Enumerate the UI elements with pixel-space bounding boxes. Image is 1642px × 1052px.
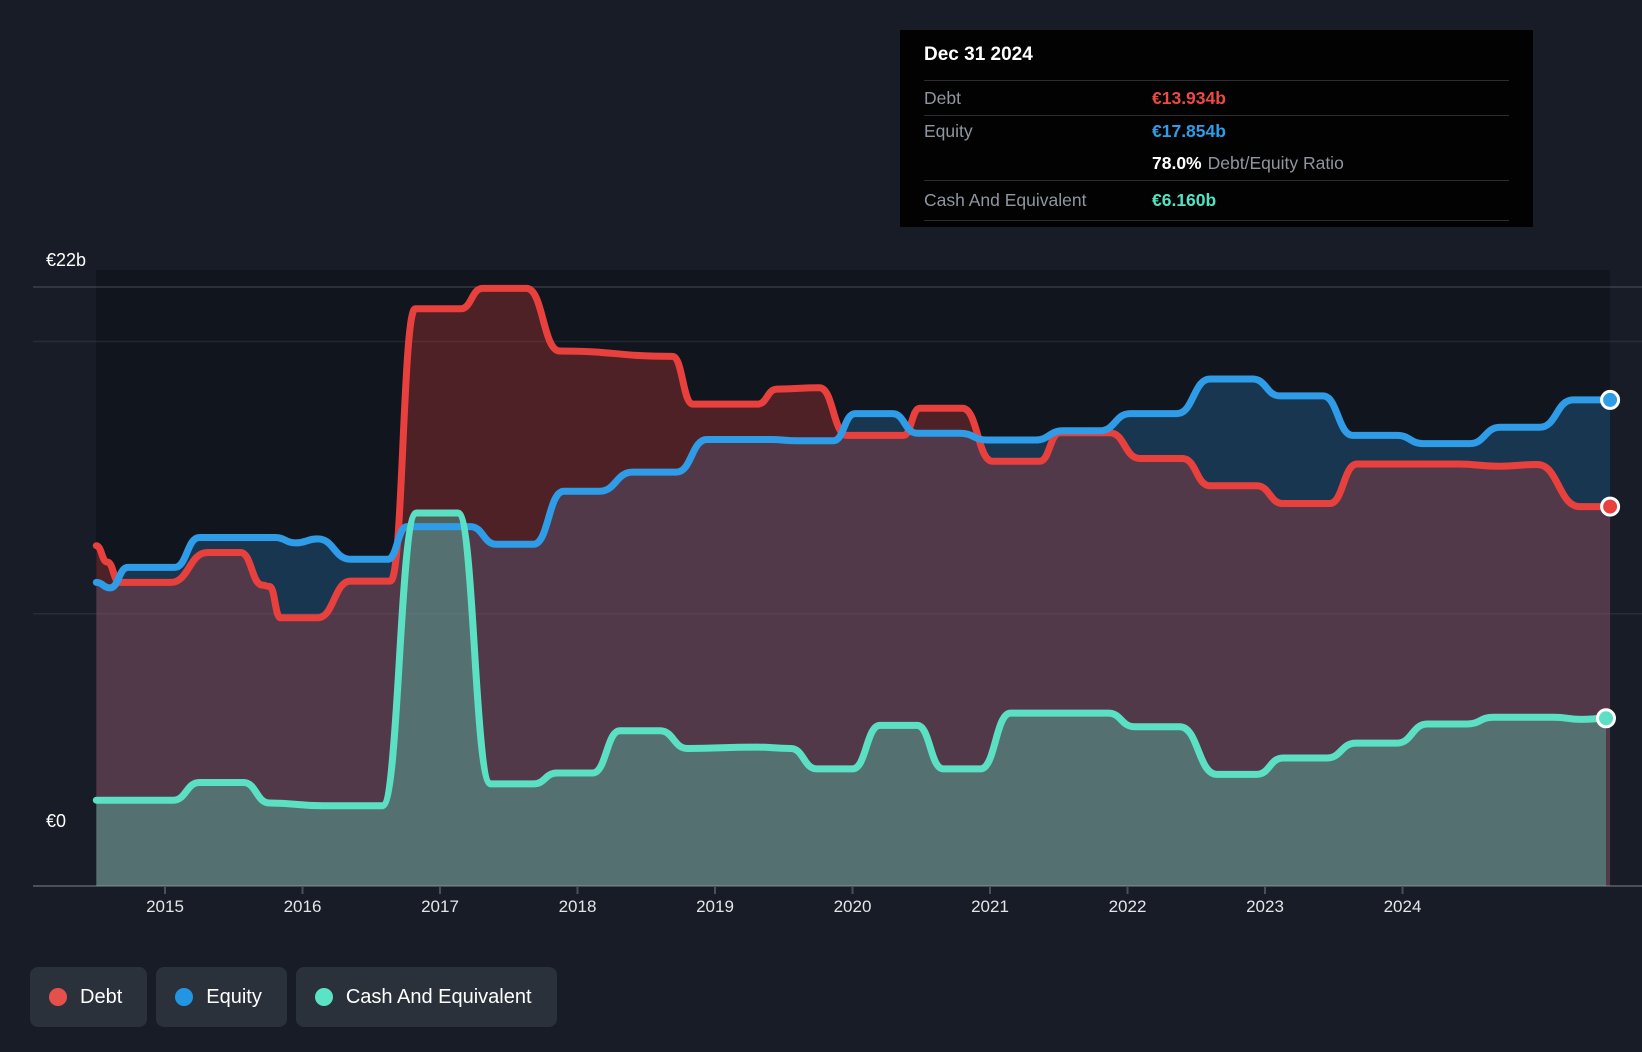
y-axis-max-label: €22b	[46, 250, 87, 270]
tooltip-debt-label: Debt	[924, 87, 961, 108]
tooltip-ratio-value: 78.0%	[1152, 153, 1202, 173]
x-axis-label-2021: 2021	[971, 897, 1009, 916]
x-axis-label-2018: 2018	[558, 897, 597, 916]
legend-dot-icon	[175, 988, 194, 1006]
legend-label: Equity	[206, 985, 262, 1008]
x-axis-label-2016: 2016	[283, 897, 322, 916]
x-axis-label-2020: 2020	[833, 897, 872, 916]
legend-label: Debt	[80, 985, 123, 1008]
x-axis-label-2024: 2024	[1383, 897, 1422, 916]
tooltip-row-cash: Cash And Equivalent €6.160b	[924, 181, 1509, 221]
equity-area	[96, 379, 1611, 886]
legend-item-equity[interactable]: Equity	[156, 967, 287, 1027]
legend-dot-icon	[314, 988, 333, 1006]
debt-line	[92, 284, 1614, 622]
tooltip-ratio-label: Debt/Equity Ratio	[1207, 153, 1344, 173]
tooltip-cash-value: €6.160b	[1152, 190, 1217, 210]
tooltip-date: Dec 31 2024	[924, 30, 1509, 81]
x-axis-label-2019: 2019	[696, 897, 734, 916]
tooltip-equity-label: Equity	[924, 121, 973, 141]
cash-and-equivalent-end-marker	[1596, 708, 1616, 729]
legend-dot-icon	[49, 988, 67, 1006]
tooltip-row-ratio: 78.0% Debt/Equity Ratio	[924, 147, 1509, 181]
x-axis-label-2022: 2022	[1108, 897, 1147, 916]
legend-item-cash-and-equivalent[interactable]: Cash And Equivalent	[295, 967, 557, 1027]
equity-end-marker	[1600, 389, 1621, 410]
legend-item-debt[interactable]: Debt	[30, 967, 148, 1027]
x-axis-label-2015: 2015	[146, 897, 184, 916]
tooltip-debt-value: €13.934b	[1152, 87, 1226, 108]
debt-end-marker	[1600, 496, 1621, 517]
tooltip-row-debt: Debt €13.934b	[924, 81, 1509, 116]
equity-line	[92, 375, 1614, 592]
tooltip-equity-value: €17.854b	[1152, 121, 1226, 141]
y-axis-zero-label: €0	[46, 811, 67, 831]
tooltip-panel: Dec 31 2024 Debt €13.934b Equity €17.854…	[900, 30, 1533, 227]
x-axis-label-2023: 2023	[1246, 897, 1284, 916]
x-axis-label-2017: 2017	[421, 897, 459, 916]
cash-and-equivalent-line	[92, 509, 1610, 810]
chart-legend: Debt Equity Cash And Equivalent	[30, 967, 557, 1027]
tooltip-row-equity: Equity €17.854b	[924, 116, 1509, 147]
legend-label: Cash And Equivalent	[345, 985, 532, 1008]
tooltip-cash-label: Cash And Equivalent	[924, 190, 1087, 210]
debt-area	[96, 288, 1611, 886]
cash-and-equivalent-area	[96, 513, 1606, 886]
